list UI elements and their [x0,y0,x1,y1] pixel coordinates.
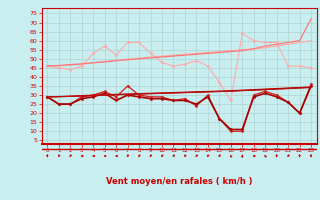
Text: Vent moyen/en rafales ( km/h ): Vent moyen/en rafales ( km/h ) [106,178,252,186]
